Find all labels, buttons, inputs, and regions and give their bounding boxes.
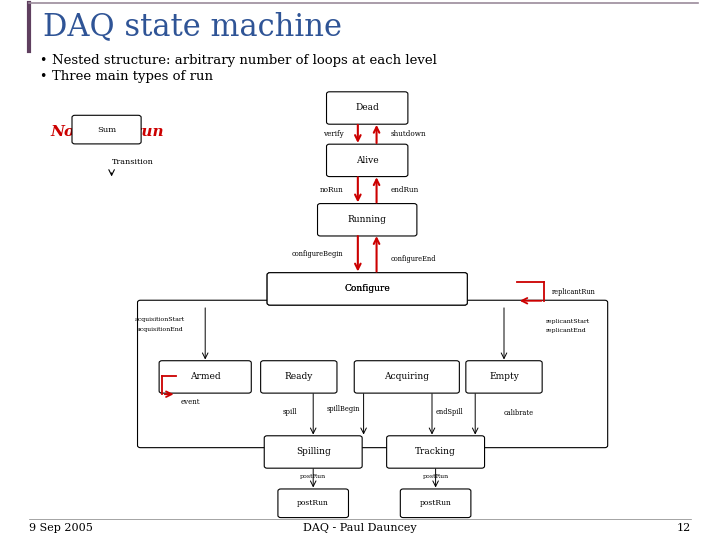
Text: Empty: Empty	[489, 373, 519, 381]
Text: •: •	[40, 70, 47, 83]
Text: replicantStart: replicantStart	[546, 319, 590, 324]
Text: DAQ - Paul Dauncey: DAQ - Paul Dauncey	[303, 523, 417, 533]
Text: Transition: Transition	[112, 158, 153, 166]
Text: replicantRun: replicantRun	[552, 288, 595, 295]
Text: Alive: Alive	[356, 156, 379, 165]
Text: 12: 12	[677, 523, 691, 533]
Text: endRun: endRun	[391, 186, 419, 194]
Text: acquisitionStart: acquisitionStart	[135, 317, 185, 322]
Text: spill: spill	[283, 408, 297, 416]
Text: replicantEnd: replicantEnd	[546, 328, 587, 333]
Text: •: •	[40, 54, 47, 67]
Text: Configure: Configure	[344, 285, 390, 293]
Text: postRun: postRun	[420, 500, 451, 507]
FancyBboxPatch shape	[327, 144, 408, 177]
Text: Three main types of run: Three main types of run	[52, 70, 213, 83]
FancyBboxPatch shape	[264, 436, 362, 468]
Text: Spilling: Spilling	[296, 448, 330, 456]
Text: spillBegin: spillBegin	[326, 406, 360, 413]
FancyBboxPatch shape	[72, 115, 141, 144]
Text: verify: verify	[323, 130, 343, 138]
FancyBboxPatch shape	[267, 273, 467, 305]
FancyBboxPatch shape	[278, 489, 348, 517]
FancyBboxPatch shape	[466, 361, 542, 393]
Text: Armed: Armed	[190, 373, 220, 381]
Text: Nested structure: arbitrary number of loops at each level: Nested structure: arbitrary number of lo…	[52, 54, 437, 67]
Text: Sum: Sum	[97, 126, 116, 133]
Text: endSpill: endSpill	[436, 408, 463, 416]
Text: calibrate: calibrate	[504, 409, 534, 417]
Text: configureBegin: configureBegin	[292, 250, 343, 258]
FancyBboxPatch shape	[327, 92, 408, 124]
Text: Dead: Dead	[356, 104, 379, 112]
Text: DAQ state machine: DAQ state machine	[43, 11, 342, 43]
Text: Tracking: Tracking	[415, 448, 456, 456]
Text: Running: Running	[348, 215, 387, 224]
Text: event: event	[181, 399, 201, 406]
FancyBboxPatch shape	[400, 489, 471, 517]
Text: postRun: postRun	[297, 500, 329, 507]
FancyBboxPatch shape	[318, 204, 417, 236]
Text: noRun: noRun	[320, 186, 343, 194]
FancyBboxPatch shape	[261, 361, 337, 393]
Text: postRun: postRun	[300, 474, 326, 479]
FancyBboxPatch shape	[267, 273, 467, 305]
FancyBboxPatch shape	[387, 436, 485, 468]
Text: Configure: Configure	[344, 285, 390, 293]
Text: shutdown: shutdown	[391, 130, 426, 138]
Text: configureEnd: configureEnd	[391, 255, 436, 263]
Text: postRun: postRun	[423, 474, 449, 479]
FancyBboxPatch shape	[138, 300, 608, 448]
FancyBboxPatch shape	[354, 361, 459, 393]
Text: 9 Sep 2005: 9 Sep 2005	[29, 523, 93, 533]
Text: Non-spill run: Non-spill run	[50, 125, 164, 139]
Text: Ready: Ready	[284, 373, 313, 381]
FancyBboxPatch shape	[159, 361, 251, 393]
Text: Acquiring: Acquiring	[384, 373, 429, 381]
Text: acquisitionEnd: acquisitionEnd	[137, 327, 183, 332]
